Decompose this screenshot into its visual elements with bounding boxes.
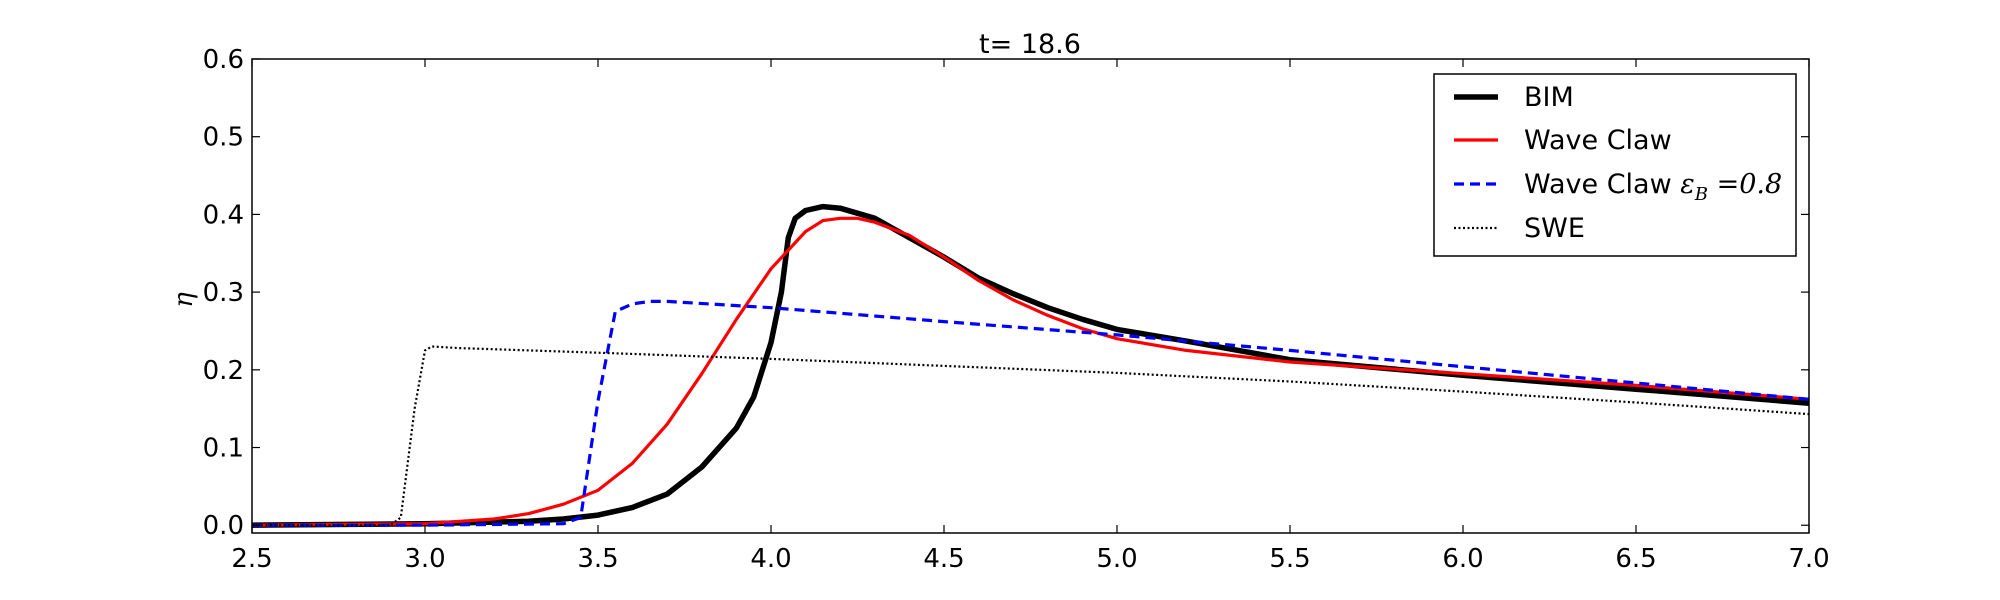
plot-frame <box>251 58 1810 534</box>
series-layer <box>251 203 1810 528</box>
series-line-3 <box>252 299 1810 527</box>
legend-box <box>1433 73 1797 257</box>
x-tick-label: 3.5 <box>577 544 618 574</box>
x-tick-label: 4.5 <box>923 544 964 574</box>
y-tick-label: 0.4 <box>203 200 244 230</box>
y-tick-label: 0.5 <box>203 123 244 153</box>
x-tick-label: 5.5 <box>1269 544 1310 574</box>
legend-label-2: Wave Claw <box>1524 125 1672 156</box>
series-line-1 <box>251 203 1810 528</box>
y-axis-label: η <box>169 292 199 308</box>
series-line-2 <box>251 216 1810 527</box>
x-tick-label: 5.0 <box>1096 544 1137 574</box>
x-tick-label: 4.0 <box>750 544 791 574</box>
y-axis: 0.0 0.1 0.2 0.3 0.4 0.5 0.6 <box>203 45 1809 541</box>
x-tick-label: 2.5 <box>231 544 272 574</box>
x-tick-label: 3.0 <box>404 544 445 574</box>
x-tick-label: 6.5 <box>1615 544 1656 574</box>
y-tick-label: 0.2 <box>203 356 244 386</box>
y-tick-label: 0.0 <box>203 511 244 541</box>
x-tick-label: 6.0 <box>1442 544 1483 574</box>
x-axis: 2.5 3.0 3.5 4.0 4.5 5.0 5.5 6.0 6.5 7.0 <box>231 59 1830 574</box>
legend-label-4: SWE <box>1524 213 1585 244</box>
y-tick-label: 0.1 <box>203 434 244 464</box>
series-line-4 <box>252 345 1810 527</box>
y-tick-label: 0.3 <box>203 278 244 308</box>
x-tick-label: 7.0 <box>1788 544 1829 574</box>
legend-label-3: Wave Claw εB =0.8 <box>1524 169 1782 205</box>
legend: BIM Wave Claw Wave Claw εB =0.8 SWE <box>1433 73 1797 257</box>
legend-label-1: BIM <box>1524 82 1574 113</box>
y-tick-label: 0.6 <box>203 45 244 75</box>
chart-title: t= 18.6 <box>979 29 1081 60</box>
